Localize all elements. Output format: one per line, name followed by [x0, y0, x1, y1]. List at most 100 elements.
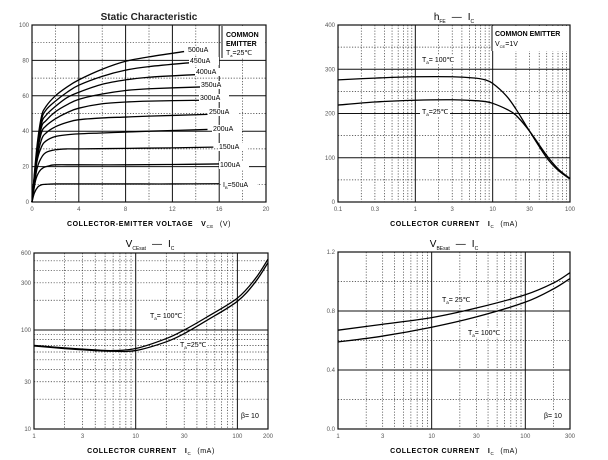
curve-label-background: [212, 125, 242, 133]
y-tick-label: 0: [26, 200, 30, 206]
curve-label-background: [420, 55, 458, 64]
x-axis-label-symbol: I: [185, 448, 188, 455]
series: [337, 75, 571, 180]
plot-frame: [31, 24, 267, 203]
curve-label-ta100-value: = 100℃: [475, 330, 501, 337]
curve-label-background: [218, 143, 248, 151]
curve-label-ta25-subscript: a: [184, 345, 187, 350]
series-line-Ta100: [337, 277, 571, 343]
x-axis-label-subscript: CE: [206, 224, 213, 229]
x-axis-label: COLLECTOR CURRENT IC (mA): [87, 448, 215, 456]
y-tick-label: 1.2: [327, 250, 336, 256]
title-symbol-2: I: [468, 12, 471, 23]
series-line-300uA: [31, 99, 202, 203]
series-line-Ta100: [33, 258, 269, 352]
x-axis-label: COLLECTOR CURRENT IC (mA): [390, 448, 518, 456]
x-tick-label: 10: [489, 207, 496, 213]
curve-label-ta25-symbol: T: [422, 109, 427, 116]
curve-label: 400uA: [196, 69, 217, 76]
x-axis-label-unit: (mA): [197, 448, 215, 455]
curve-label: 150uA: [219, 144, 240, 151]
x-axis-label-unit: (V): [220, 221, 231, 228]
curve-label: 100uA: [220, 162, 241, 169]
title-subscript: CEsat: [132, 246, 146, 252]
curve-label-ta100-value: = 100℃: [157, 313, 183, 320]
curve-label-ta25-value: =25℃: [187, 342, 207, 349]
x-tick-label: 16: [216, 207, 223, 213]
x-axis-label-subscript: C: [490, 451, 494, 456]
x-axis-label-subscript: C: [490, 224, 494, 229]
curve-label-ta25-subscript: a: [426, 112, 429, 117]
chart-4: 1 3 10 30 100 300 0.0 0.4 0.8 1.2 COLLECTOR CURREN…: [327, 239, 576, 456]
curve-label-ta100-subscript: a: [472, 333, 475, 338]
annotation-line1: COMMON: [226, 32, 259, 39]
y-tick-label: 10: [24, 427, 31, 433]
curve-label: 250uA: [209, 109, 230, 116]
title-symbol-2: I: [472, 239, 475, 250]
chart-2: 0.1 0.3 1 3 10 30 100 0 100 200 300 400 COLLECTOR CU…: [325, 12, 576, 229]
x-tick-label: 8: [124, 207, 128, 213]
curve-label-value: =50uA: [228, 182, 249, 189]
x-axis: 1 3 10 30 100 300: [336, 434, 575, 440]
curve-label-ta25-value: = 25℃: [449, 297, 471, 304]
beta-annotation: β= 10: [241, 413, 259, 420]
series-line-Ta100: [337, 75, 571, 180]
curve-label-background: [187, 46, 217, 54]
y-tick-label: 0.8: [327, 309, 336, 315]
curve-label-ta100: Ta= 100℃: [422, 57, 455, 65]
plot-frame: [337, 251, 571, 430]
title-symbol: V: [430, 239, 437, 250]
curve-label-ta25: Ta=25℃: [180, 342, 207, 350]
y-tick-label: 30: [24, 380, 31, 386]
annotation-background: [238, 410, 266, 420]
annotation-line1: COMMON EMITTER: [495, 31, 560, 38]
annotation-symbol: T: [226, 50, 231, 57]
title-dash: —: [152, 239, 162, 250]
annotation-symbol: V: [495, 41, 500, 48]
curve-label-background: [208, 108, 238, 116]
curve-label-ib: IB=50uA: [223, 182, 248, 190]
x-tick-label: 200: [263, 434, 274, 440]
curve-label-subscript: B: [225, 185, 228, 190]
y-tick-label: 100: [21, 328, 32, 334]
annotation-subscript: CE: [500, 44, 506, 49]
annotation-line2: EMITTER: [226, 41, 257, 48]
x-tick-label: 20: [263, 207, 270, 213]
x-axis-label: COLLECTOR-EMITTER VOLTAGE VCE (V): [67, 221, 231, 229]
curve-label-background: [200, 81, 230, 89]
x-tick-label: 0.1: [334, 207, 343, 213]
x-tick-label: 100: [232, 434, 243, 440]
series-line-Ta25: [337, 272, 571, 331]
x-axis-label-text: COLLECTOR CURRENT: [390, 221, 480, 228]
x-axis-label-unit: (mA): [500, 448, 518, 455]
x-tick-label: 10: [428, 434, 435, 440]
x-axis-label-symbol: I: [488, 221, 491, 228]
plot-frame: [33, 252, 269, 430]
y-tick-label: 0.0: [327, 427, 336, 433]
chart-1: 0 4 8 12 16 20 0 20 40 60 80 100 COLLECTOR-EMITTER V…: [19, 12, 270, 229]
curve-label: 500uA: [188, 47, 209, 54]
curve-label-background: [420, 107, 450, 116]
x-axis-label-symbol: V: [201, 221, 206, 228]
curve-label-ta100-subscript: a: [154, 316, 157, 321]
y-tick-label: 300: [325, 67, 336, 73]
annotation-box: COMMON EMITTER Ta=25℃: [221, 26, 265, 58]
x-tick-label: 10: [132, 434, 139, 440]
series-line-250uA: [31, 113, 208, 203]
curve-label-background: [221, 180, 257, 189]
y-tick-label: 600: [21, 251, 32, 257]
y-tick-label: 80: [22, 58, 29, 64]
chart-title: hFE — IC: [434, 12, 475, 25]
title-symbol: h: [434, 12, 440, 23]
series-line-350uA: [31, 86, 202, 203]
grid: [338, 252, 570, 429]
curve-label-ta100-symbol: T: [150, 313, 155, 320]
title-symbol-2: I: [168, 239, 171, 250]
curve-label-background: [195, 68, 225, 76]
title-dash: —: [456, 239, 466, 250]
annotation-line2: VCE=1V: [495, 41, 518, 49]
x-axis-label-subscript: C: [187, 451, 191, 456]
x-tick-label: 12: [169, 207, 176, 213]
x-tick-label: 0.3: [371, 207, 380, 213]
